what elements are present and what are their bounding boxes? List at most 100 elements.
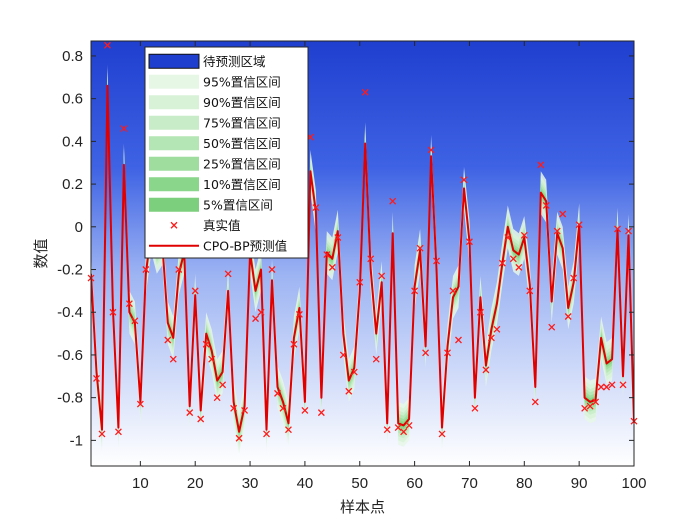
true-value-marker: [498, 259, 506, 267]
true-value-marker: [93, 374, 100, 382]
true-value-marker: [301, 407, 309, 414]
true-value-marker: [109, 308, 117, 316]
true-value-marker: [471, 404, 479, 412]
true-value-marker: [444, 349, 451, 357]
true-value-marker: [263, 430, 270, 438]
true-value-marker: [131, 317, 139, 325]
true-value-marker: [213, 394, 221, 402]
y-tick-label: 0.6: [62, 91, 83, 108]
true-value-marker: [537, 161, 545, 169]
true-value-marker: [317, 409, 325, 417]
true-value-marker: [405, 421, 413, 429]
true-value-marker: [482, 366, 490, 374]
prediction-line-layer: [91, 84, 634, 433]
true-value-marker: [427, 146, 435, 154]
true-value-marker: [328, 263, 336, 271]
y-tick-label: 0.4: [62, 133, 83, 150]
true-value-marker: [164, 336, 172, 344]
true-value-marker: [597, 383, 605, 391]
y-axis-title: 数值: [32, 238, 50, 268]
true-value-marker: [433, 257, 441, 265]
true-value-marker: [103, 41, 111, 49]
x-tick-label: 100: [621, 475, 646, 492]
confidence-bands: [91, 64, 634, 454]
true-value-marker: [378, 272, 386, 280]
y-tick-label: -0.2: [57, 262, 83, 279]
true-value-marker: [504, 234, 512, 241]
legend-swatch: [149, 156, 199, 171]
true-value-marker: [586, 402, 594, 410]
true-value-marker: [542, 201, 550, 209]
legend-swatch: [149, 115, 199, 130]
true-value-marker: [98, 430, 106, 438]
y-tick-label: -0.8: [57, 390, 83, 407]
true-value-marker: [345, 387, 353, 395]
true-value-marker: [114, 428, 122, 436]
legend-swatch: [149, 177, 199, 192]
true-value-marker: [219, 381, 227, 389]
true-value-marker: [487, 334, 495, 342]
true-value-marker: [120, 125, 128, 133]
true-value-marker: [274, 389, 281, 397]
legend-label: 75%置信区间: [203, 115, 281, 130]
x-tick-label: 90: [571, 475, 588, 492]
true-value-marker: [581, 404, 589, 412]
true-value-marker: [136, 400, 144, 408]
true-value-marker: [339, 351, 347, 359]
true-value-marker: [350, 368, 358, 376]
true-value-marker: [295, 310, 303, 318]
legend-label: 待预测区域: [203, 54, 266, 69]
true-value-marker: [191, 287, 199, 295]
legend-swatch: [149, 197, 199, 212]
legend-label: 95%置信区间: [203, 74, 281, 89]
true-value-marker: [383, 426, 391, 434]
true-value-marker: [290, 340, 298, 348]
true-value-marker: [186, 409, 194, 417]
legend: 待预测区域 95%置信区间 90%置信区间 75%置信区间 50%置信区间 25%置信区间…: [144, 46, 309, 259]
true-value-marker: [197, 415, 205, 423]
legend-swatch: [149, 136, 199, 151]
axis-ticks: 10 20 30 40 50 60 70 80 90 100 -1 -0.8 -0.6 -0.4 -0.2 0…: [57, 41, 647, 492]
true-value-marker: [208, 355, 216, 363]
true-value-marker: [526, 287, 534, 295]
legend-marker: [170, 221, 178, 229]
true-value-marker: [367, 255, 375, 263]
true-value-marker: [564, 313, 572, 320]
true-value-marker: [520, 231, 528, 239]
true-value-marker: [476, 308, 484, 316]
true-value-marker: [142, 266, 150, 273]
true-value-marker: [465, 238, 473, 246]
y-tick-label: -1: [70, 432, 83, 449]
true-value-marker: [372, 355, 380, 363]
x-tick-label: 40: [297, 475, 314, 492]
true-value-marker: [224, 270, 232, 278]
true-value-marker: [575, 221, 583, 229]
true-value-marker: [361, 88, 369, 96]
true-value-marker: [614, 225, 622, 233]
true-value-marker: [411, 287, 419, 295]
true-value-marker: [422, 349, 430, 357]
true-value-marker: [416, 244, 424, 252]
y-tick-label: -0.6: [57, 347, 83, 364]
legend-label: 真实值: [203, 218, 241, 233]
true-value-marker: [592, 398, 600, 406]
x-axis-title: 样本点: [340, 498, 385, 516]
true-value-marker: [449, 287, 457, 295]
legend-swatch: [149, 74, 199, 89]
legend-label: 25%置信区间: [203, 156, 281, 171]
x-tick-label: 60: [406, 475, 423, 492]
confidence-band: [91, 73, 634, 445]
true-value-marker: [241, 407, 249, 414]
x-tick-label: 80: [516, 475, 533, 492]
true-value-marker: [323, 251, 331, 259]
true-value-marker: [252, 315, 260, 323]
true-value-marker: [334, 234, 342, 241]
true-value-marker: [515, 263, 523, 271]
true-value-marker: [603, 383, 611, 391]
true-value-marker: [548, 323, 556, 331]
true-value-marker: [125, 300, 133, 308]
true-value-marker: [230, 404, 238, 412]
prediction-line: [91, 84, 634, 433]
x-tick-label: 70: [461, 475, 478, 492]
true-value-marker: [455, 336, 462, 344]
